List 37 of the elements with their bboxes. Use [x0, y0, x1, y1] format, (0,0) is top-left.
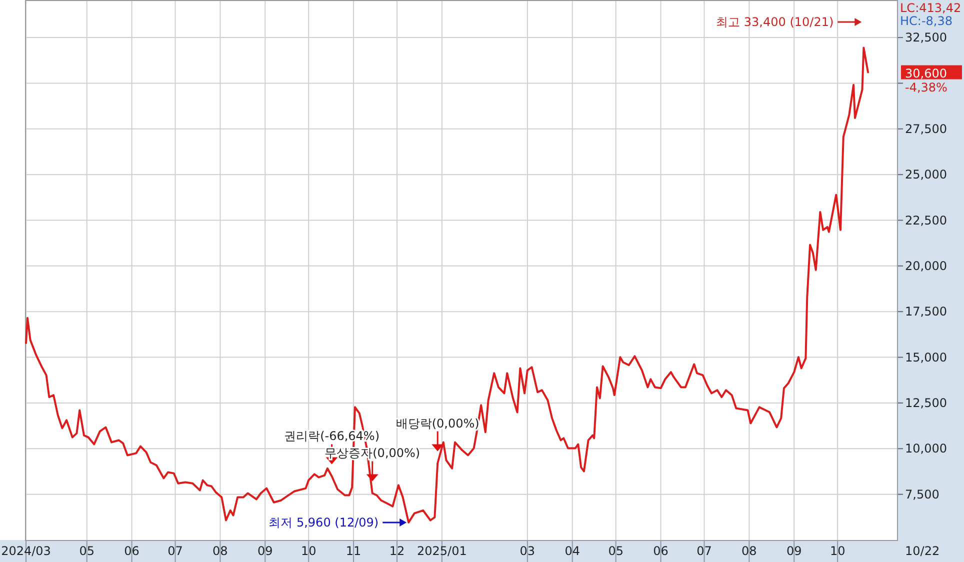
x-tick-label: 08	[742, 544, 757, 558]
x-tick-label: 07	[168, 544, 183, 558]
x-tick-label: 05	[608, 544, 624, 558]
annotation: 10/22	[905, 544, 940, 558]
x-tick-label: 07	[696, 544, 712, 558]
annotation: 최고 33,400 (10/21)	[716, 15, 862, 29]
y-tick-label: 15,000	[905, 350, 947, 364]
x-tick-label: 04	[564, 544, 580, 558]
y-tick-label: 7,500	[905, 487, 940, 502]
y-tick-label: 20,000	[905, 258, 947, 273]
y-tick-label: 25,000	[905, 168, 947, 182]
y-tick-label: 32,500	[905, 30, 947, 45]
x-tick-label: 12	[389, 544, 405, 558]
x-tick-label: 03	[520, 544, 536, 558]
annotation: 최고 33,400 (10/21)	[716, 15, 834, 29]
x-tick-label: 10	[300, 544, 316, 558]
x-tick-label: 2024/03	[1, 544, 51, 558]
y-tick-label: 10,000	[905, 442, 947, 456]
x-tick-label: 08	[212, 544, 228, 558]
y-tick-label: 12,500	[905, 396, 947, 410]
annotation: 최저 5,960 (12/09)	[268, 515, 407, 530]
annotation: 30,600	[901, 65, 962, 80]
x-tick-label: 2025/01	[417, 544, 467, 558]
x-tick-label: 10	[830, 544, 846, 558]
annotation: LC:413,42	[900, 1, 962, 15]
x-tick-label: 09	[257, 544, 273, 558]
y-tick-label: 27,500	[905, 122, 947, 136]
x-tick-label: 09	[786, 544, 802, 558]
x-tick-label: 06	[124, 544, 140, 558]
annotation: 최저 5,960 (12/09)	[268, 515, 379, 530]
x-tick-label: 06	[653, 544, 668, 558]
y-tick-label: 17,500	[905, 304, 947, 319]
x-tick-label: 11	[346, 544, 362, 558]
annotation: HC:-8,38	[900, 14, 952, 28]
x-tick-label: 05	[79, 544, 95, 558]
y-tick-label: 22,500	[905, 213, 947, 228]
annotation: -4,38%	[905, 80, 948, 94]
